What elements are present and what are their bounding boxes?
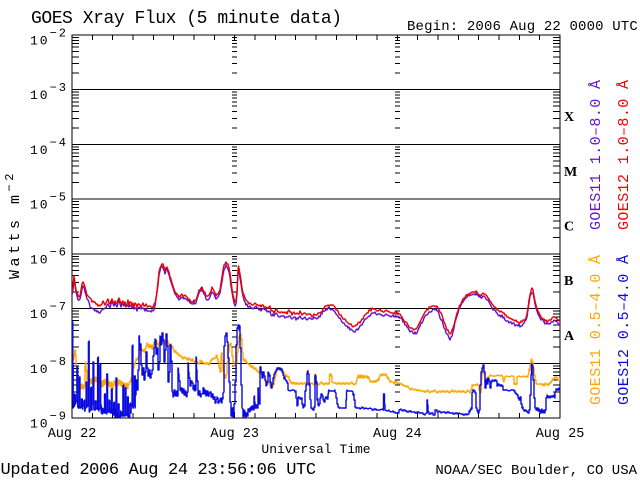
svg-text:Updated 2006 Aug 24 23:56:06 U: Updated 2006 Aug 24 23:56:06 UTC [1,461,316,480]
svg-text:B: B [564,274,573,289]
svg-text:Begin: 2006 Aug 22 0000 UTC: Begin: 2006 Aug 22 0000 UTC [407,19,638,35]
svg-text:GOES12 1.0–8.0 Å: GOES12 1.0–8.0 Å [616,80,633,230]
svg-text:Aug 23: Aug 23 [210,427,259,442]
svg-text:Universal Time: Universal Time [261,442,370,457]
svg-text:C: C [564,220,574,235]
svg-text:M: M [564,165,577,180]
svg-text:X: X [564,110,574,125]
svg-text:Aug 25: Aug 25 [536,427,585,442]
svg-text:NOAA/SEC Boulder, CO USA: NOAA/SEC Boulder, CO USA [435,463,637,479]
svg-text:GOES Xray Flux (5 minute data): GOES Xray Flux (5 minute data) [31,9,342,29]
svg-text:A: A [564,329,575,344]
svg-text:Aug 22: Aug 22 [48,427,97,442]
svg-text:GOES12 0.5–4.0 Å: GOES12 0.5–4.0 Å [616,255,633,405]
svg-text:GOES11 1.0–8.0 Å: GOES11 1.0–8.0 Å [588,80,605,230]
svg-text:GOES11 0.5–4.0 Å: GOES11 0.5–4.0 Å [588,255,605,405]
svg-text:Aug 24: Aug 24 [373,427,422,442]
svg-text:Watts m−2: Watts m−2 [3,170,24,279]
